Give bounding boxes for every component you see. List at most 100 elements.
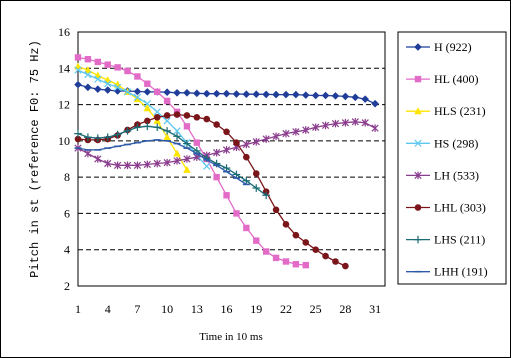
data-point	[242, 176, 251, 185]
data-point	[252, 184, 261, 192]
data-point	[173, 88, 181, 97]
data-point	[213, 121, 220, 128]
data-point	[173, 111, 181, 118]
data-point	[183, 165, 191, 173]
data-point	[94, 85, 102, 93]
legend-box	[397, 31, 507, 285]
data-point	[272, 132, 280, 141]
y-tick-label: 2	[64, 279, 70, 293]
legend-marker	[414, 107, 422, 115]
data-point	[321, 91, 330, 100]
data-point	[262, 191, 270, 200]
data-point	[84, 66, 92, 74]
data-point	[163, 117, 171, 125]
data-point	[193, 113, 201, 121]
data-point	[272, 254, 280, 262]
data-point	[183, 88, 191, 97]
data-point	[272, 206, 280, 214]
data-point	[351, 118, 359, 126]
data-point	[133, 161, 142, 170]
y-tick-labels: 2 4 6 8 10 12 14 16	[58, 25, 70, 293]
data-point	[282, 129, 290, 138]
legend-item: HLS (231)	[406, 104, 486, 118]
series-5	[74, 118, 379, 170]
data-point	[173, 132, 181, 141]
x-tick-label: 22	[280, 302, 292, 316]
legend-label: HL (400)	[434, 72, 479, 86]
data-point	[233, 139, 240, 146]
data-point	[361, 95, 369, 103]
legend-label: H (922)	[434, 40, 472, 54]
data-point	[94, 134, 102, 142]
data-point	[153, 108, 161, 116]
x-tick-label: 1	[75, 302, 81, 316]
data-point	[342, 262, 349, 270]
series-2	[74, 54, 309, 269]
legend-marker	[414, 204, 422, 211]
data-point	[302, 261, 309, 269]
legend-item: HS (298)	[406, 136, 478, 150]
data-point	[331, 119, 340, 128]
data-point	[341, 118, 350, 127]
data-point	[193, 139, 201, 146]
x-tick-label: 16	[221, 302, 233, 316]
data-point	[311, 91, 320, 100]
y-tick-label: 12	[58, 98, 70, 112]
data-point	[292, 231, 300, 239]
data-point	[74, 129, 82, 138]
data-point	[114, 64, 121, 71]
y-tick-label: 16	[58, 25, 70, 39]
data-point	[143, 122, 152, 131]
series-7	[74, 122, 270, 200]
y-tick-label: 10	[58, 134, 70, 148]
data-point	[322, 252, 329, 260]
data-point	[74, 66, 82, 74]
data-point	[202, 89, 211, 98]
data-point	[252, 170, 260, 177]
data-point	[302, 239, 310, 246]
x-tick-label: 31	[369, 302, 381, 316]
data-point	[243, 224, 250, 232]
data-point	[292, 90, 300, 99]
data-point	[223, 192, 230, 199]
data-point	[143, 100, 151, 108]
data-point	[163, 127, 171, 135]
data-point	[94, 75, 102, 83]
legend-marker	[414, 75, 422, 83]
legend-item: HL (400)	[406, 72, 479, 86]
data-point	[154, 88, 161, 96]
x-axis-label: Time in 10 ms	[199, 331, 262, 343]
data-point	[74, 135, 82, 143]
y-axis-label: Pitch in st (reference F0: 75 Hz)	[28, 40, 42, 278]
legend-label: LHL (303)	[434, 201, 486, 215]
data-point	[173, 149, 181, 157]
series-layer	[74, 54, 379, 270]
x-tick-label: 13	[191, 302, 203, 316]
data-point	[193, 89, 201, 98]
data-point	[282, 221, 290, 228]
data-point	[262, 90, 270, 99]
data-point	[153, 113, 161, 121]
data-point	[371, 124, 379, 132]
data-point	[173, 157, 181, 165]
data-point	[74, 62, 82, 70]
legend-label: LH (533)	[434, 168, 479, 182]
data-point	[133, 93, 142, 101]
legend-label: HLS (231)	[434, 104, 486, 118]
data-point	[292, 261, 300, 268]
legend-item: H (922)	[406, 40, 472, 54]
legend-item: LHH (191)	[406, 265, 488, 279]
data-point	[84, 133, 92, 142]
data-point	[153, 123, 162, 132]
data-point	[104, 159, 112, 168]
series-line	[77, 121, 376, 166]
data-point	[213, 173, 220, 181]
legend: H (922) HL (400) HLS (231) HS (298) LH (533)…	[397, 31, 507, 285]
x-tick-label: 25	[310, 302, 322, 316]
data-point	[302, 126, 310, 134]
data-point	[104, 61, 111, 68]
legend-label: LHS (211)	[434, 233, 485, 247]
data-point	[94, 155, 102, 163]
y-tick-label: 4	[64, 243, 70, 257]
data-point	[223, 128, 230, 136]
